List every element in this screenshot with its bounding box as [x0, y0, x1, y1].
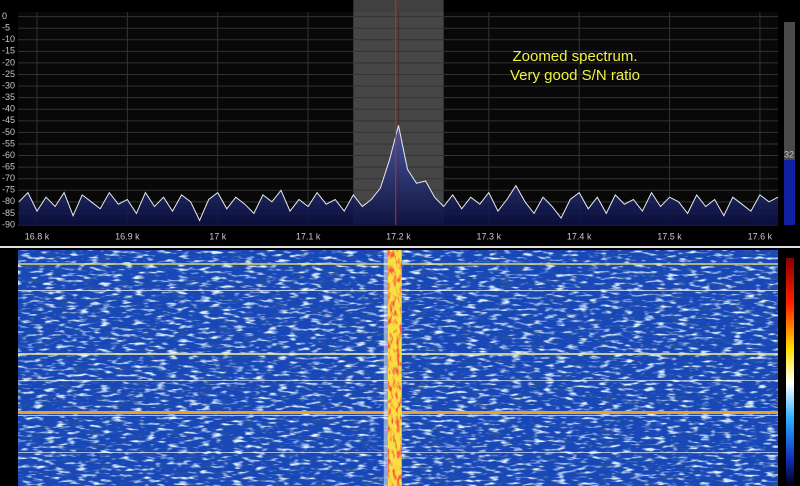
y-tick-label: -25	[2, 69, 15, 79]
x-tick-label: 17.5 k	[657, 231, 682, 241]
y-tick-label: -80	[2, 196, 15, 206]
y-tick-label: -65	[2, 161, 15, 171]
y-tick-label: -30	[2, 80, 15, 90]
x-tick-label: 17.1 k	[296, 231, 321, 241]
x-tick-label: 17.2 k	[386, 231, 411, 241]
y-tick-label: -45	[2, 115, 15, 125]
spectrum: 0 -5-10 -15-20 -25-30 -35 -40-45 -50-55 -60-65 -…	[2, 0, 779, 241]
spectrum-line	[18, 125, 779, 222]
color-scale	[786, 258, 794, 486]
y-tick-label: -75	[2, 185, 15, 195]
y-tick-label: -90	[2, 219, 15, 229]
slider-track[interactable]	[784, 22, 795, 225]
x-tick-label: 17.6 k	[748, 231, 773, 241]
y-tick-label: -40	[2, 104, 15, 114]
y-tick-label: -55	[2, 138, 15, 148]
x-tick-label: 16.8 k	[25, 231, 50, 241]
y-tick-label: -20	[2, 57, 15, 67]
y-tick-label: -85	[2, 208, 15, 218]
waterfall	[18, 250, 778, 486]
signal-trace	[383, 250, 388, 486]
slider-fill[interactable]	[784, 160, 795, 225]
y-tick-label: 0	[2, 11, 7, 21]
y-tick-label: -60	[2, 150, 15, 160]
y-tick-label: -5	[2, 23, 10, 33]
y-tick-label: -10	[2, 34, 15, 44]
annotation: Zoomed spectrum.	[512, 48, 637, 65]
slider-value: 32	[784, 149, 794, 159]
y-tick-label: -35	[2, 92, 15, 102]
x-tick-label: 17.3 k	[477, 231, 502, 241]
annotation: Very good S/N ratio	[510, 67, 640, 84]
y-tick-label: -50	[2, 127, 15, 137]
x-tick-label: 17 k	[209, 231, 227, 241]
x-tick-label: 17.4 k	[567, 231, 592, 241]
x-tick-label: 16.9 k	[115, 231, 140, 241]
y-tick-label: -15	[2, 46, 15, 56]
signal-trace	[387, 250, 402, 486]
y-tick-label: -70	[2, 173, 15, 183]
